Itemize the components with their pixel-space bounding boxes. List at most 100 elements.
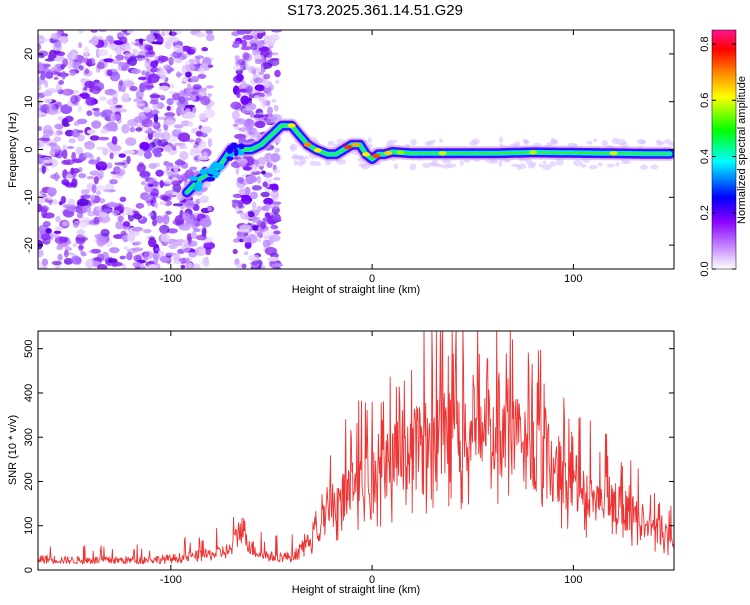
noise-speckle bbox=[96, 49, 109, 57]
noise-speckle bbox=[92, 107, 100, 112]
noise-speckle bbox=[181, 97, 191, 102]
noise-speckle bbox=[232, 248, 238, 255]
noise-speckle bbox=[167, 171, 179, 178]
noise-speckle bbox=[40, 73, 46, 81]
noise-speckle bbox=[245, 175, 258, 184]
noise-speckle bbox=[71, 128, 80, 138]
noise-speckle bbox=[201, 87, 207, 92]
noise-speckle bbox=[98, 211, 108, 218]
noise-speckle bbox=[183, 173, 188, 183]
noise-speckle bbox=[250, 261, 259, 266]
noise-speckle bbox=[248, 254, 260, 262]
colorbar-ticks: 0.0 0.2 0.4 0.6 0.8 bbox=[699, 36, 736, 277]
noise-speckle bbox=[189, 78, 197, 83]
snr-y-axis-label: SNR (10 * v/v) bbox=[7, 415, 19, 485]
noise-speckle bbox=[166, 228, 178, 234]
noise-speckle bbox=[136, 57, 143, 62]
noise-speckle bbox=[244, 186, 251, 196]
noise-speckle bbox=[63, 258, 74, 265]
noise-speckle bbox=[195, 32, 207, 38]
noise-speckle bbox=[254, 94, 260, 100]
noise-speckle bbox=[233, 64, 243, 71]
noise-speckle bbox=[176, 99, 189, 108]
noise-speckle bbox=[143, 80, 154, 91]
noise-speckle bbox=[232, 110, 240, 121]
noise-speckle bbox=[269, 33, 280, 41]
noise-speckle bbox=[263, 197, 274, 205]
noise-speckle bbox=[550, 139, 559, 144]
noise-speckle bbox=[178, 145, 188, 149]
noise-speckle bbox=[185, 258, 190, 262]
noise-speckle bbox=[145, 50, 156, 58]
noise-speckle bbox=[173, 253, 181, 263]
noise-speckle bbox=[589, 164, 598, 170]
noise-speckle bbox=[165, 210, 172, 215]
noise-speckle bbox=[235, 206, 240, 213]
noise-speckle bbox=[107, 162, 113, 169]
noise-speckle bbox=[207, 64, 214, 68]
noise-speckle bbox=[148, 183, 154, 187]
noise-speckle bbox=[134, 42, 144, 47]
noise-speckle bbox=[131, 226, 144, 232]
noise-speckle bbox=[237, 199, 244, 206]
noise-speckle bbox=[93, 110, 101, 117]
noise-speckle bbox=[96, 235, 108, 246]
noise-speckle bbox=[163, 64, 171, 71]
noise-speckle bbox=[69, 70, 76, 76]
noise-speckle bbox=[245, 85, 252, 95]
noise-speckle bbox=[107, 88, 114, 93]
noise-speckle bbox=[102, 188, 111, 193]
noise-speckle bbox=[182, 76, 189, 83]
ridge-hotspot bbox=[343, 144, 352, 150]
noise-speckle bbox=[184, 64, 196, 71]
noise-speckle bbox=[231, 43, 240, 49]
noise-speckle bbox=[270, 190, 279, 199]
noise-speckle bbox=[96, 190, 101, 196]
noise-speckle bbox=[172, 203, 184, 207]
noise-speckle bbox=[40, 233, 52, 241]
noise-speckle bbox=[199, 217, 212, 228]
noise-speckle bbox=[53, 50, 61, 54]
noise-speckle bbox=[173, 44, 184, 54]
noise-speckle bbox=[143, 151, 152, 159]
snr-frame bbox=[37, 330, 675, 571]
noise-speckle bbox=[511, 163, 520, 167]
noise-speckle bbox=[82, 152, 93, 158]
noise-speckle bbox=[114, 162, 126, 166]
noise-speckle bbox=[193, 144, 199, 149]
noise-speckle bbox=[42, 221, 51, 228]
noise-speckle bbox=[267, 106, 273, 115]
noise-speckle bbox=[201, 248, 207, 256]
noise-speckle bbox=[261, 265, 266, 269]
noise-speckle bbox=[430, 139, 436, 144]
noise-speckle bbox=[135, 127, 143, 132]
noise-speckle bbox=[232, 123, 239, 127]
noise-speckle bbox=[39, 38, 51, 42]
noise-speckle bbox=[249, 191, 258, 200]
noise-speckle bbox=[139, 141, 150, 151]
noise-speckle bbox=[123, 80, 135, 87]
noise-speckle bbox=[106, 69, 113, 77]
noise-speckle bbox=[251, 68, 257, 75]
noise-speckle bbox=[54, 132, 59, 140]
noise-speckle bbox=[54, 174, 61, 180]
ridge-blob bbox=[199, 168, 208, 175]
noise-speckle bbox=[111, 209, 121, 215]
noise-speckle bbox=[234, 126, 240, 130]
noise-speckle bbox=[91, 184, 97, 194]
noise-speckle bbox=[241, 263, 247, 269]
noise-speckle bbox=[109, 247, 120, 254]
ridge-band-core bbox=[185, 124, 672, 194]
noise-speckle bbox=[136, 163, 146, 173]
ridge-blob bbox=[238, 143, 245, 150]
noise-speckle bbox=[173, 142, 186, 146]
noise-speckle bbox=[61, 221, 69, 227]
noise-speckle bbox=[195, 55, 204, 59]
noise-speckle bbox=[135, 103, 145, 107]
noise-speckle bbox=[530, 161, 537, 167]
ridge-hotspot bbox=[303, 142, 312, 147]
noise-speckle bbox=[238, 229, 250, 233]
colorbar-tick-label: 0.8 bbox=[699, 36, 711, 51]
ridge-hotspot bbox=[609, 151, 618, 156]
